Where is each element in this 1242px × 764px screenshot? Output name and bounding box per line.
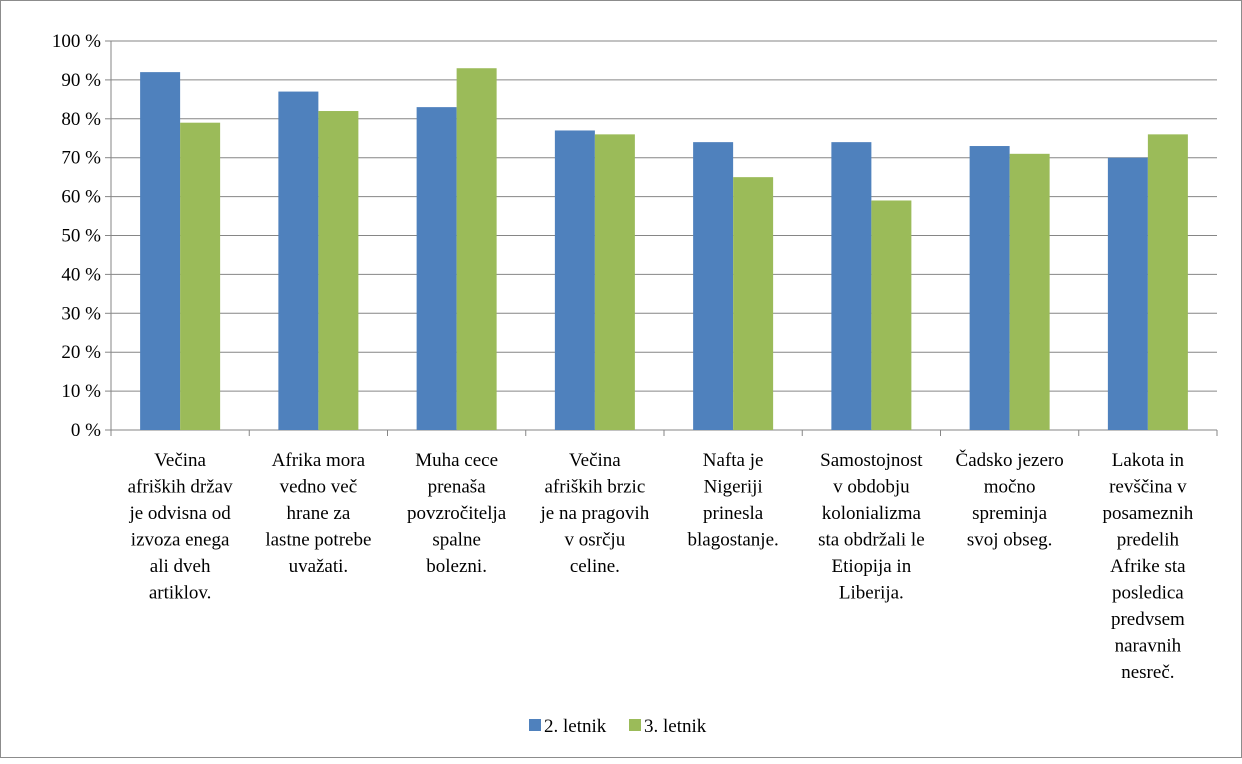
bar-series-2 [871,200,912,430]
category-label-line: naravnih [1115,636,1182,657]
bar-series-2 [456,68,497,430]
category-label-line: povzročitelja [407,503,507,524]
bar-series-2 [1009,153,1050,430]
category-label-line: izvoza enega [131,530,230,551]
category-label-line: nesreč. [1121,662,1174,683]
category-label-line: predelih [1117,530,1180,551]
category-label-line: posameznih [1102,503,1193,524]
category-label-line: revščina v [1109,477,1187,498]
gridlines [105,40,1217,431]
category-label-line: je odvisna od [128,503,231,524]
category-label-line: Samostojnost [820,450,923,471]
y-tick-label: 40 % [61,264,101,285]
category-label-line: ali dveh [150,556,211,577]
bar-series-1 [1107,157,1148,430]
category-label-line: predvsem [1111,609,1185,630]
category-label-line: Afrike sta [1110,556,1186,577]
category-label-line: uvažati. [289,556,349,577]
legend-swatch [529,719,541,731]
category-label-line: Večina [154,450,206,471]
y-tick-label: 90 % [61,70,101,91]
y-tick-label: 60 % [61,187,101,208]
legend-label: 2. letnik [544,716,607,737]
category-label-line: spalne [432,530,481,551]
category-label-line: je na pragovih [540,503,650,524]
bar-series-1 [693,142,734,430]
category-label-line: močno [984,477,1036,498]
legend-label: 3. letnik [644,716,707,737]
category-label-line: Liberija. [839,583,904,604]
y-tick-label: 0 % [71,420,101,441]
y-axis-tick-labels: 0 % 10 % 20 % 30 % 40 % 50 % 60 % 70 % 80 % 90 % 1… [52,31,101,441]
bar-series-1 [140,72,181,431]
category-labels: Večina afriških držav je odvisna od izvoza … [128,449,1194,683]
category-label-line: celine. [570,556,620,577]
category-label-line: v osrčju [565,530,626,551]
category-label-line: Muha cece [415,450,498,471]
category-label: Večina afriških brzic je na pragovih v osrč… [540,450,650,577]
category-label-line: artiklov. [149,583,212,604]
category-label-line: Nafta je [703,450,764,471]
category-label: Nafta je Nigeriji prinesla blagostanje. [687,450,778,551]
category-label-line: svoj obseg. [967,530,1053,551]
category-label-line: blagostanje. [687,530,778,551]
category-label-line: Nigeriji [704,477,763,498]
y-tick-label: 20 % [61,342,101,363]
x-axis [110,41,1218,436]
bar-series-2 [180,122,221,430]
bar-series-2 [318,111,359,431]
bar-series-1 [969,146,1010,430]
category-label: Afrika mora vedno več hrane za lastne potre… [265,450,371,577]
category-label: Večina afriških držav je odvisna od izvoza … [128,450,233,604]
category-label-line: v obdobju [833,477,910,498]
bar-series-1 [416,107,457,430]
y-tick-label: 50 % [61,226,101,247]
category-label: Samostojnost v obdobju kolonializma sta obd… [818,450,925,604]
category-label-line: Etiopija in [832,556,912,577]
category-label-line: afriških brzic [544,477,645,498]
category-label: Čadsko jezero močno spreminja svoj obseg. [956,449,1064,551]
bar-series-1 [278,91,319,430]
category-label: Muha cece prenaša povzročitelja spalne bolez… [407,450,507,577]
category-label-line: Afrika mora [272,450,366,471]
bars [140,68,1188,431]
y-tick-label: 10 % [61,381,101,402]
y-tick-label: 30 % [61,303,101,324]
category-label-line: vedno več [280,477,358,498]
category-label-line: posledica [1112,583,1184,604]
legend: 2. letnik 3. letnik [529,716,707,737]
category-label-line: sta obdržali le [818,530,925,551]
category-label-line: afriških držav [128,477,233,498]
category-label: Lakota in revščina v posameznih predelih Afr… [1102,450,1193,683]
bar-series-1 [831,142,872,430]
category-label-line: bolezni. [426,556,487,577]
y-tick-label: 80 % [61,109,101,130]
bar-series-2 [594,134,635,431]
category-label-line: prenaša [428,477,487,498]
category-label-line: lastne potrebe [265,530,371,551]
category-label-line: hrane za [286,503,350,524]
bar-series-2 [733,177,774,430]
y-tick-label: 70 % [61,148,101,169]
category-label-line: spreminja [972,503,1047,524]
category-label-line: prinesla [703,503,764,524]
category-label-line: Čadsko jezero [956,449,1064,471]
category-label-line: Lakota in [1112,450,1185,471]
category-label-line: kolonializma [822,503,922,524]
bar-series-2 [1147,134,1188,431]
bar-series-1 [554,130,595,430]
category-label-line: Večina [569,450,621,471]
legend-swatch [629,719,641,731]
y-tick-label: 100 % [52,31,101,52]
